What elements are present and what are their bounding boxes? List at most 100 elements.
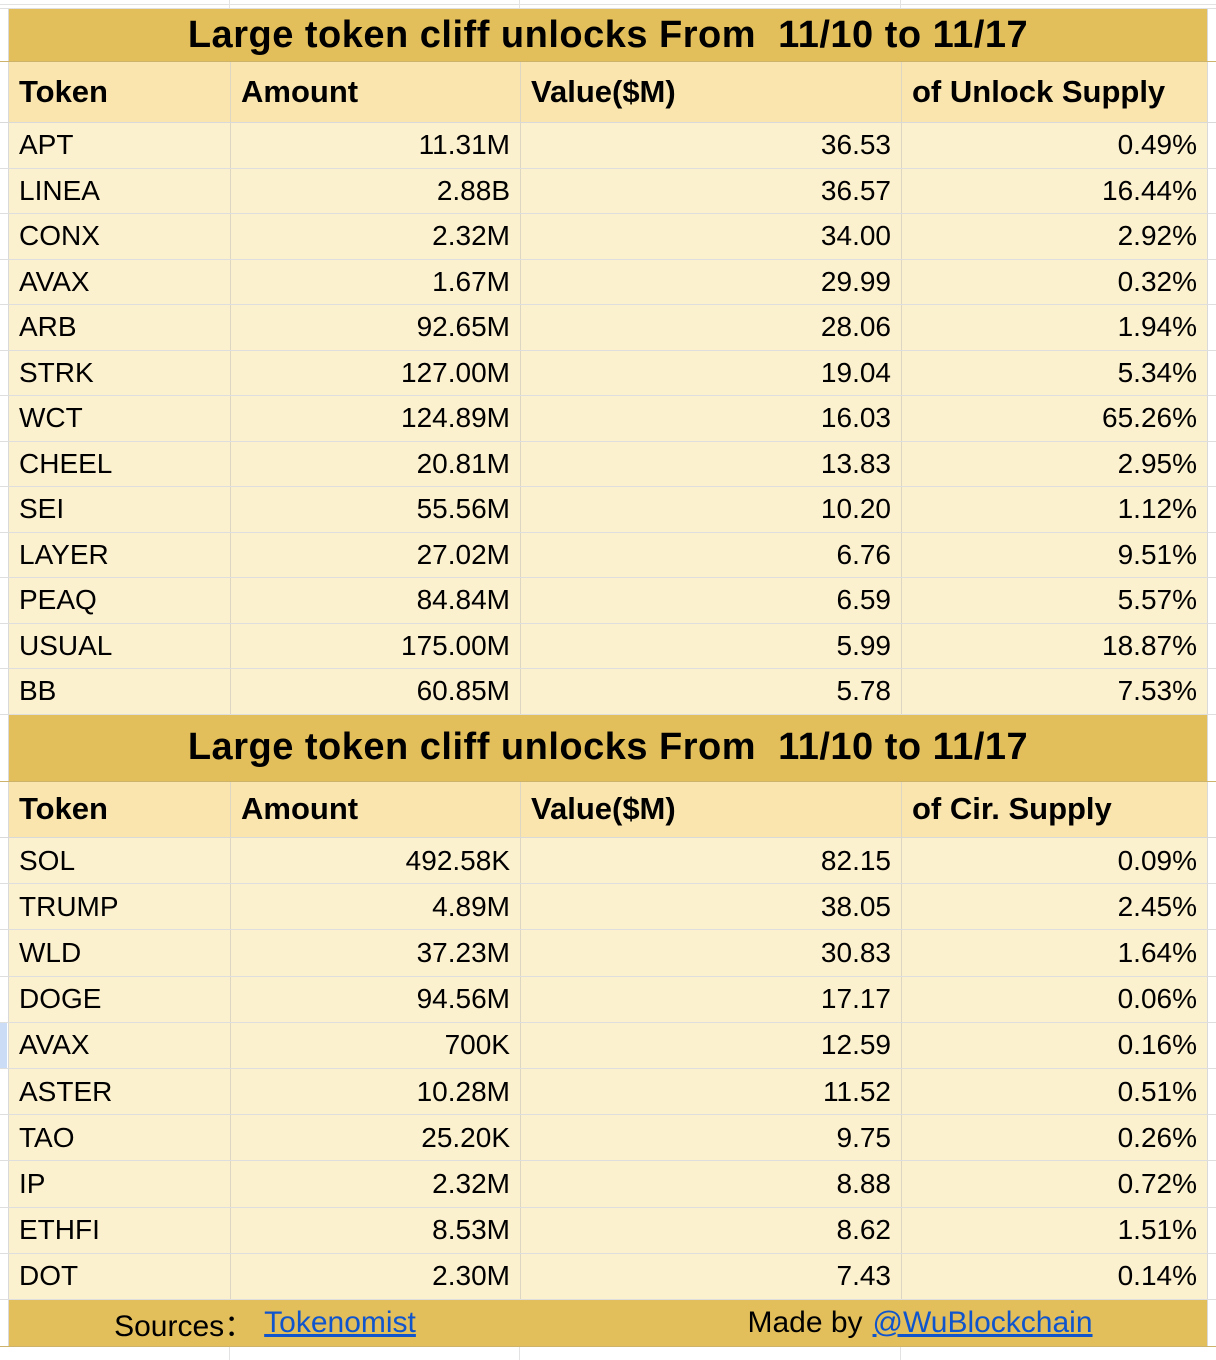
sources-cell: Sources： Tokenomist (9, 1301, 521, 1345)
token-cell: SEI (9, 487, 231, 532)
column-header-amount: Amount (231, 62, 521, 122)
value-cell: 38.05 (521, 884, 902, 930)
right-margin (1208, 396, 1216, 441)
value-cell: 29.99 (521, 259, 902, 304)
wublockchain-link[interactable]: @WuBlockchain (872, 1305, 1093, 1339)
left-margin (0, 214, 8, 259)
amount-cell: 84.84M (231, 578, 521, 623)
left-margin (0, 168, 8, 213)
left-margin (0, 623, 8, 668)
left-margin (0, 578, 8, 623)
amount-cell: 2.88B (231, 168, 521, 213)
supply-cell: 2.92% (1117, 220, 1197, 252)
token-cell: TAO (9, 1115, 231, 1161)
sheet-gridline-strip-bottom (0, 1346, 1216, 1360)
table1-title: Large token cliff unlocks From 11/10 to … (187, 13, 1029, 56)
supply-cell: 16.44% (1102, 174, 1197, 206)
left-margin (0, 976, 8, 1022)
table-row: STRK 127.00M 19.04 5.34% (0, 350, 1216, 396)
right-margin (1208, 1161, 1216, 1207)
right-margin (1208, 259, 1216, 304)
right-margin (1208, 1115, 1216, 1161)
cir-supply-table: Large token cliff unlocks From 11/10 to … (0, 714, 1216, 1300)
table-row: DOGE 94.56M 17.17 0.06% (0, 976, 1216, 1023)
supply-cell: 5.57% (1117, 584, 1197, 616)
value-cell: 5.99 (521, 623, 902, 668)
left-margin (0, 123, 8, 168)
unlock-supply-table: Large token cliff unlocks From 11/10 to … (0, 8, 1216, 715)
sheet-gridline (229, 1346, 230, 1360)
value-cell: 8.88 (521, 1161, 902, 1207)
amount-cell: 700K (231, 1022, 521, 1068)
tokenomist-link[interactable]: Tokenomist (264, 1305, 416, 1339)
token-cell: LINEA (9, 168, 231, 213)
right-margin (1208, 669, 1216, 714)
amount-cell: 60.85M (231, 669, 521, 714)
column-header-token: Token (9, 781, 231, 837)
made-by-cell: Made by @WuBlockchain (521, 1306, 1207, 1340)
left-margin (0, 396, 8, 441)
table2-title-row: Large token cliff unlocks From 11/10 to … (0, 714, 1216, 782)
supply-cell: 0.72% (1117, 1167, 1197, 1199)
table-row: IP 2.32M 8.88 0.72% (0, 1161, 1216, 1208)
supply-cell: 2.95% (1117, 447, 1197, 479)
table-row: APT 11.31M 36.53 0.49% (0, 123, 1216, 169)
value-cell: 5.78 (521, 669, 902, 714)
amount-cell: 20.81M (231, 441, 521, 486)
table-row: LINEA 2.88B 36.57 16.44% (0, 168, 1216, 214)
table2-title: Large token cliff unlocks From 11/10 to … (187, 726, 1029, 768)
supply-cell: 5.34% (1117, 356, 1197, 388)
value-cell: 7.43 (521, 1253, 902, 1299)
amount-cell: 2.32M (231, 214, 521, 259)
token-cell: DOT (9, 1253, 231, 1299)
left-margin (0, 62, 8, 122)
token-cell: AVAX (9, 1022, 231, 1068)
table-row: AVAX 1.67M 29.99 0.32% (0, 259, 1216, 305)
table-row: SOL 492.58K 82.15 0.09% (0, 838, 1216, 885)
token-cell: ARB (9, 305, 231, 350)
token-cell: APT (9, 123, 231, 168)
column-header-token: Token (9, 62, 231, 122)
table-row: PEAQ 84.84M 6.59 5.57% (0, 578, 1216, 624)
supply-cell: 9.51% (1117, 538, 1197, 570)
left-margin (0, 884, 8, 930)
table-row: WCT 124.89M 16.03 65.26% (0, 396, 1216, 442)
sheet-gridline (900, 0, 901, 8)
value-cell: 82.15 (521, 838, 902, 884)
right-margin (1208, 9, 1216, 61)
supply-cell: 0.06% (1117, 983, 1197, 1015)
right-margin (1208, 976, 1216, 1022)
left-margin (0, 781, 8, 837)
amount-cell: 8.53M (231, 1207, 521, 1253)
table-row: TAO 25.20K 9.75 0.26% (0, 1115, 1216, 1162)
table2-header-row: Token Amount Value($M) of Cir. Supply (0, 781, 1216, 838)
sheet-gridline (519, 1346, 520, 1360)
supply-cell: 0.51% (1117, 1075, 1197, 1107)
amount-cell: 11.31M (231, 123, 521, 168)
amount-cell: 4.89M (231, 884, 521, 930)
row-selection-highlight (0, 1023, 7, 1068)
left-margin (0, 1161, 8, 1207)
right-margin (1208, 1022, 1216, 1068)
table-row: CHEEL 20.81M 13.83 2.95% (0, 441, 1216, 487)
value-cell: 19.04 (521, 350, 902, 395)
value-cell: 36.53 (521, 123, 902, 168)
amount-cell: 1.67M (231, 259, 521, 304)
left-margin (0, 714, 8, 781)
sheet-gridline (0, 4, 1216, 5)
supply-cell: 0.09% (1117, 844, 1197, 876)
right-margin (1208, 305, 1216, 350)
table-row: BB 60.85M 5.78 7.53% (0, 669, 1216, 715)
token-cell: SOL (9, 838, 231, 884)
token-cell: WLD (9, 930, 231, 976)
left-margin (0, 1068, 8, 1115)
table-row: ARB 92.65M 28.06 1.94% (0, 305, 1216, 351)
left-margin (0, 487, 8, 532)
supply-cell: 1.12% (1117, 493, 1197, 525)
token-cell: LAYER (9, 532, 231, 577)
amount-cell: 25.20K (231, 1115, 521, 1161)
sources-label: Sources： (114, 1309, 255, 1343)
value-cell: 36.57 (521, 168, 902, 213)
value-cell: 6.59 (521, 578, 902, 623)
amount-cell: 2.30M (231, 1253, 521, 1299)
